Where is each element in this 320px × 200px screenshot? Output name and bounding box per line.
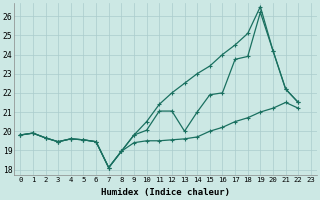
- X-axis label: Humidex (Indice chaleur): Humidex (Indice chaleur): [101, 188, 230, 197]
